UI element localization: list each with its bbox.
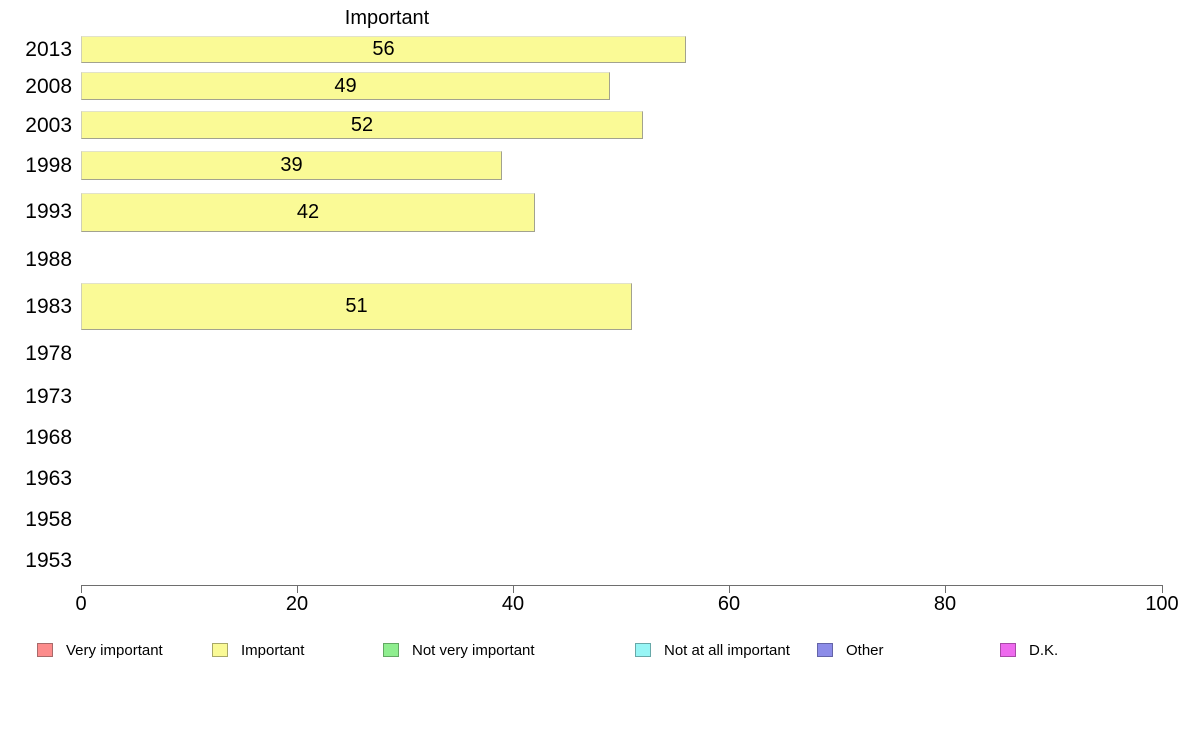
bar-1983: 51 bbox=[81, 283, 632, 330]
x-axis-tick-label: 0 bbox=[75, 593, 87, 615]
y-axis-tick-label-2013: 2013 bbox=[25, 38, 72, 61]
x-axis-tick-label: 20 bbox=[285, 593, 309, 615]
legend-swatch-icon bbox=[635, 643, 651, 657]
x-axis-tick-label: 60 bbox=[717, 593, 741, 615]
legend-item-label: Other bbox=[846, 641, 884, 659]
bar-1993: 42 bbox=[81, 193, 535, 232]
bar-value-label: 52 bbox=[350, 114, 374, 136]
x-axis-tick bbox=[81, 585, 82, 593]
y-axis-tick-label-2003: 2003 bbox=[25, 114, 72, 137]
legend-item-not-at-all-important: Not at all important bbox=[635, 641, 790, 659]
x-axis-tick-label: 80 bbox=[933, 593, 957, 615]
legend-item-label: Not at all important bbox=[664, 641, 790, 659]
bar-value-label: 49 bbox=[334, 75, 357, 97]
x-axis-tick bbox=[513, 585, 514, 593]
legend-item-other: Other bbox=[817, 641, 884, 659]
legend-item-label: Not very important bbox=[412, 641, 535, 659]
x-axis-line bbox=[81, 585, 1163, 586]
legend-swatch-icon bbox=[817, 643, 833, 657]
bar-value-label: 39 bbox=[280, 154, 303, 176]
x-axis-tick bbox=[945, 585, 946, 593]
bar-value-label: 42 bbox=[296, 201, 320, 223]
legend-swatch-icon bbox=[383, 643, 399, 657]
y-axis-tick-label-1968: 1968 bbox=[25, 426, 72, 449]
x-axis-tick bbox=[729, 585, 730, 593]
bar-2008: 49 bbox=[81, 72, 610, 100]
legend-swatch-icon bbox=[1000, 643, 1016, 657]
y-axis-tick-label-1998: 1998 bbox=[25, 154, 72, 177]
legend-item-label: Very important bbox=[66, 641, 163, 659]
bar-2003: 52 bbox=[81, 111, 643, 139]
legend-item-important: Important bbox=[212, 641, 304, 659]
legend-item-label: D.K. bbox=[1029, 641, 1059, 659]
legend-item-very-important: Very important bbox=[37, 641, 163, 659]
y-axis-tick-label-1993: 1993 bbox=[25, 200, 72, 223]
x-axis-tick-label: 40 bbox=[501, 593, 525, 615]
y-axis-tick-label-1983: 1983 bbox=[25, 295, 72, 318]
y-axis-tick-label-1978: 1978 bbox=[25, 342, 72, 365]
bar-1998: 39 bbox=[81, 151, 502, 180]
x-axis-tick-label: 100 bbox=[1145, 593, 1179, 615]
bar-2013: 56 bbox=[81, 36, 686, 63]
x-axis-tick bbox=[297, 585, 298, 593]
legend-swatch-icon bbox=[212, 643, 228, 657]
y-axis-tick-label-1958: 1958 bbox=[25, 508, 72, 531]
legend-swatch-icon bbox=[37, 643, 53, 657]
legend-item-label: Important bbox=[241, 641, 305, 659]
y-axis-tick-label-1988: 1988 bbox=[25, 248, 72, 271]
x-axis-tick bbox=[1162, 585, 1163, 593]
y-axis-tick-label-2008: 2008 bbox=[25, 75, 72, 98]
bar-value-label: 56 bbox=[372, 38, 395, 60]
chart-title: Important bbox=[344, 7, 430, 29]
legend-item-not-very-important: Not very important bbox=[383, 641, 535, 659]
y-axis-tick-label-1953: 1953 bbox=[25, 549, 72, 572]
y-axis-tick-label-1973: 1973 bbox=[25, 385, 72, 408]
y-axis-tick-label-1963: 1963 bbox=[25, 467, 72, 490]
legend-item-d-k: D.K. bbox=[1000, 641, 1058, 659]
bar-value-label: 51 bbox=[345, 295, 368, 317]
